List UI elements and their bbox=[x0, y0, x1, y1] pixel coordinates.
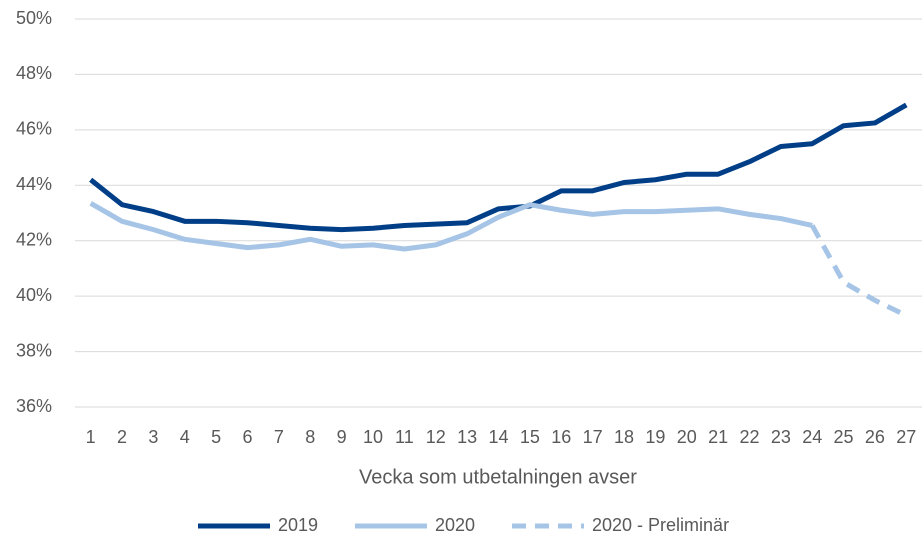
x-tick-label: 23 bbox=[771, 427, 791, 447]
y-tick-label: 38% bbox=[16, 340, 52, 360]
x-tick-label: 19 bbox=[645, 427, 665, 447]
x-tick-label: 2 bbox=[117, 427, 127, 447]
x-tick-label: 8 bbox=[305, 427, 315, 447]
x-tick-label: 12 bbox=[426, 427, 446, 447]
y-tick-label: 44% bbox=[16, 174, 52, 194]
x-tick-label: 27 bbox=[896, 427, 916, 447]
x-tick-label: 16 bbox=[551, 427, 571, 447]
x-tick-label: 9 bbox=[337, 427, 347, 447]
x-tick-label: 17 bbox=[583, 427, 603, 447]
y-tick-label: 42% bbox=[16, 229, 52, 249]
x-tick-label: 26 bbox=[865, 427, 885, 447]
x-tick-label: 6 bbox=[243, 427, 253, 447]
y-tick-label: 50% bbox=[16, 8, 52, 28]
series-line bbox=[89, 201, 813, 252]
y-tick-label: 40% bbox=[16, 285, 52, 305]
x-tick-label: 14 bbox=[488, 427, 508, 447]
x-tick-label: 11 bbox=[395, 427, 414, 447]
x-tick-label: 13 bbox=[457, 427, 477, 447]
x-tick-label: 4 bbox=[180, 427, 190, 447]
x-tick-label: 15 bbox=[520, 427, 540, 447]
y-tick-label: 36% bbox=[16, 396, 52, 416]
legend-label: 2020 bbox=[435, 515, 475, 535]
x-tick-label: 21 bbox=[708, 427, 728, 447]
x-tick-label: 25 bbox=[834, 427, 854, 447]
x-tick-label: 3 bbox=[148, 427, 158, 447]
x-tick-label: 1 bbox=[86, 427, 96, 447]
series-line bbox=[810, 224, 908, 318]
x-tick-label: 24 bbox=[802, 427, 822, 447]
series-line bbox=[89, 102, 908, 233]
x-tick-label: 22 bbox=[739, 427, 759, 447]
legend-label: 2019 bbox=[278, 515, 318, 535]
legend-label: 2020 - Preliminär bbox=[592, 515, 729, 535]
y-tick-label: 48% bbox=[16, 63, 52, 83]
x-axis-title: Vecka som utbetalningen avser bbox=[359, 466, 637, 488]
x-tick-label: 18 bbox=[614, 427, 634, 447]
x-tick-label: 10 bbox=[363, 427, 383, 447]
x-tick-label: 5 bbox=[211, 427, 221, 447]
x-tick-label: 7 bbox=[274, 427, 284, 447]
y-tick-label: 46% bbox=[16, 119, 52, 139]
x-tick-label: 20 bbox=[677, 427, 697, 447]
